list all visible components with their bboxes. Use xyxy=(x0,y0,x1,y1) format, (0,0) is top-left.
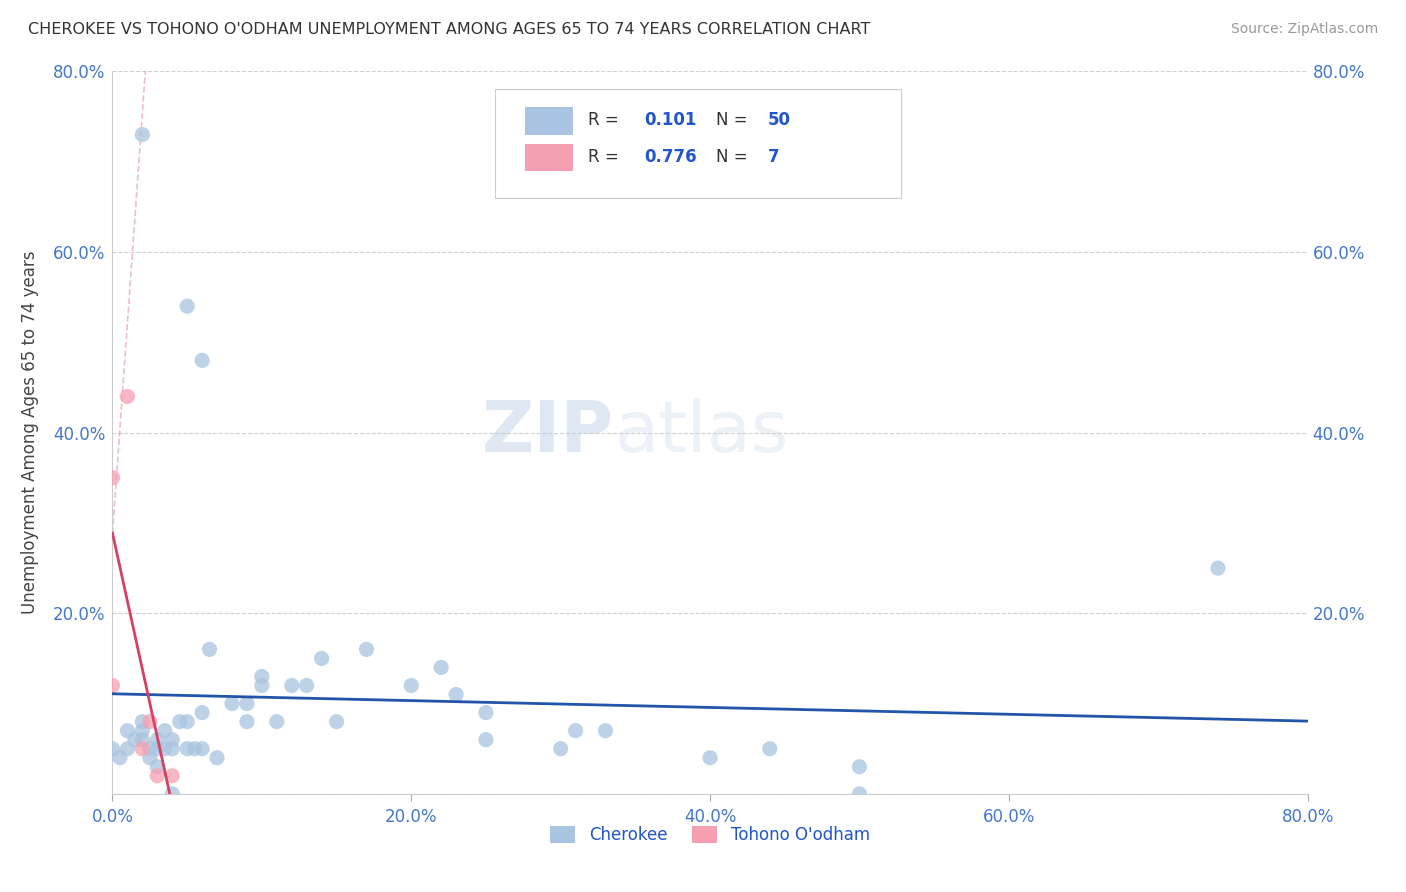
Point xyxy=(131,732,153,747)
Point xyxy=(444,688,467,702)
Point xyxy=(101,678,124,692)
Point xyxy=(1206,561,1229,575)
Point xyxy=(162,732,183,747)
Point xyxy=(101,741,124,756)
Point xyxy=(311,651,333,665)
Point xyxy=(198,642,221,657)
Point xyxy=(117,741,139,756)
Point xyxy=(139,714,162,729)
Point xyxy=(266,714,288,729)
Point xyxy=(475,706,498,720)
Point xyxy=(162,741,183,756)
Point xyxy=(430,660,453,674)
Point xyxy=(191,741,214,756)
Point xyxy=(848,787,870,801)
Point xyxy=(236,714,259,729)
Point xyxy=(139,741,162,756)
Point xyxy=(131,128,153,142)
Point xyxy=(101,471,124,485)
FancyBboxPatch shape xyxy=(524,108,572,135)
Point xyxy=(699,751,721,765)
Point xyxy=(250,669,273,683)
Point xyxy=(117,723,139,738)
Point xyxy=(176,714,198,729)
Point xyxy=(595,723,617,738)
Text: atlas: atlas xyxy=(614,398,789,467)
Point xyxy=(146,760,169,774)
Point xyxy=(550,741,572,756)
Text: Source: ZipAtlas.com: Source: ZipAtlas.com xyxy=(1230,22,1378,37)
Point xyxy=(475,732,498,747)
Text: ZIP: ZIP xyxy=(482,398,614,467)
Point xyxy=(183,741,205,756)
Point xyxy=(176,741,198,756)
Point xyxy=(162,769,183,783)
Point xyxy=(236,697,259,711)
Text: N =: N = xyxy=(716,147,752,166)
Point xyxy=(325,714,347,729)
Point xyxy=(191,706,214,720)
Text: 0.101: 0.101 xyxy=(644,112,697,129)
Point xyxy=(205,751,228,765)
Point xyxy=(131,714,153,729)
Point xyxy=(153,723,176,738)
Point xyxy=(295,678,318,692)
Text: R =: R = xyxy=(588,112,624,129)
Point xyxy=(108,751,131,765)
Point xyxy=(124,732,146,747)
Text: 50: 50 xyxy=(768,112,790,129)
Point xyxy=(117,389,139,403)
Point xyxy=(221,697,243,711)
Text: R =: R = xyxy=(588,147,624,166)
FancyBboxPatch shape xyxy=(495,89,901,198)
Point xyxy=(356,642,378,657)
Point xyxy=(139,751,162,765)
Point xyxy=(759,741,782,756)
Text: 7: 7 xyxy=(768,147,779,166)
Point xyxy=(176,299,198,313)
Point xyxy=(131,741,153,756)
Point xyxy=(281,678,304,692)
Point xyxy=(146,741,169,756)
Point xyxy=(131,723,153,738)
FancyBboxPatch shape xyxy=(524,144,572,171)
Point xyxy=(401,678,423,692)
Text: CHEROKEE VS TOHONO O'ODHAM UNEMPLOYMENT AMONG AGES 65 TO 74 YEARS CORRELATION CH: CHEROKEE VS TOHONO O'ODHAM UNEMPLOYMENT … xyxy=(28,22,870,37)
Y-axis label: Unemployment Among Ages 65 to 74 years: Unemployment Among Ages 65 to 74 years xyxy=(21,251,39,615)
Point xyxy=(153,741,176,756)
Point xyxy=(250,678,273,692)
Point xyxy=(146,732,169,747)
Point xyxy=(162,787,183,801)
Text: N =: N = xyxy=(716,112,752,129)
Point xyxy=(191,353,214,368)
Point xyxy=(146,769,169,783)
Legend: Cherokee, Tohono O'odham: Cherokee, Tohono O'odham xyxy=(544,819,876,851)
Text: 0.776: 0.776 xyxy=(644,147,697,166)
Point xyxy=(169,714,191,729)
Point xyxy=(564,723,586,738)
Point xyxy=(848,760,870,774)
